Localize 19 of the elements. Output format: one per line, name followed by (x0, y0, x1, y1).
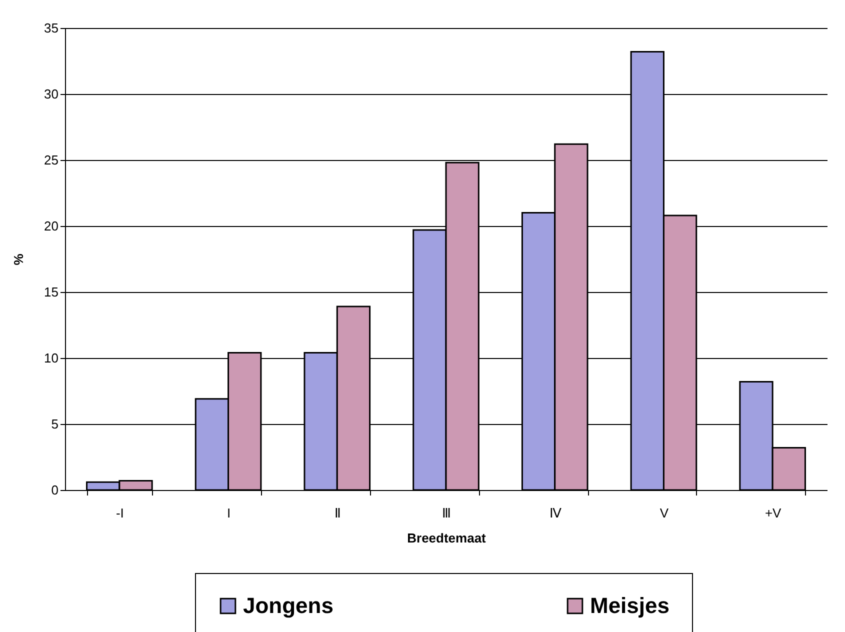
y-tick-label: 10 (44, 350, 58, 366)
y-tick-label: 5 (51, 416, 58, 432)
y-tick-label: 30 (44, 86, 58, 102)
y-tick-label: 15 (44, 284, 58, 300)
legend-label: Jongens (243, 593, 334, 618)
y-tick-label: 35 (44, 20, 58, 36)
y-axis-title: % (11, 253, 26, 266)
x-tick-label: +V (764, 506, 782, 520)
y-tick-label: 25 (44, 152, 58, 168)
y-tick-label: 20 (44, 218, 58, 234)
x-axis-title: Breedtemaat (407, 530, 487, 546)
x-tick-label: I (226, 506, 231, 520)
x-tick-label: Ⅱ (334, 506, 341, 520)
x-tick-label: -I (116, 506, 124, 520)
x-tick-label: Ⅲ (442, 506, 451, 520)
x-tick-label: V (660, 506, 669, 520)
x-tick-label: Ⅳ (549, 506, 562, 520)
y-tick-label: 0 (51, 482, 58, 498)
legend-label: Meisjes (590, 593, 670, 618)
